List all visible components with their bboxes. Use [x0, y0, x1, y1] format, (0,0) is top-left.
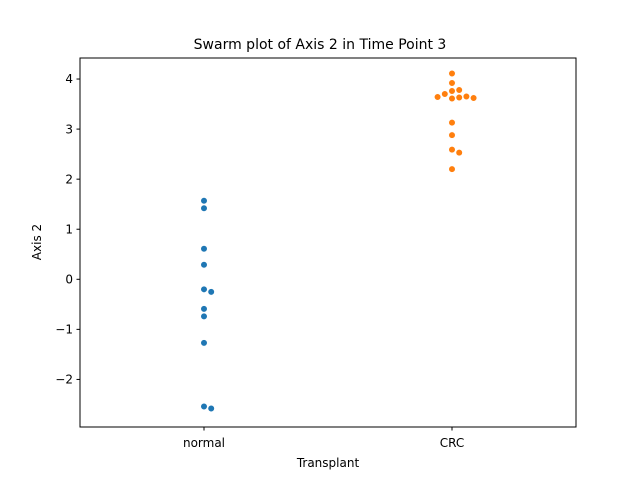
- crc-data-point: [448, 94, 456, 103]
- normal-data-point: [200, 245, 208, 253]
- y-tick-label: 0: [65, 272, 73, 286]
- x-tick-label: CRC: [440, 436, 465, 450]
- normal-data-point: [200, 261, 208, 269]
- crc-data-point: [455, 86, 463, 94]
- y-tick-label: 2: [65, 172, 73, 186]
- crc-data-point: [455, 93, 463, 102]
- normal-data-point: [200, 204, 208, 212]
- crc-data-point: [448, 165, 456, 173]
- crc-data-point: [455, 149, 463, 157]
- normal-data-point: [200, 285, 208, 293]
- normal-data-point: [200, 197, 208, 205]
- normal-data-point: [200, 312, 208, 320]
- plot-frame: [79, 57, 577, 428]
- crc-data-point: [448, 79, 456, 87]
- normal-data-point: [200, 402, 208, 411]
- y-tick-label: −2: [55, 373, 73, 387]
- crc-data-point: [448, 146, 456, 154]
- y-tick-label: 4: [65, 72, 73, 86]
- normal-data-point: [207, 404, 215, 413]
- y-tick-label: 3: [65, 122, 73, 136]
- chart-title: Swarm plot of Axis 2 in Time Point 3: [194, 37, 447, 53]
- crc-data-point: [441, 90, 449, 98]
- crc-data-point: [448, 87, 456, 95]
- crc-data-point: [448, 131, 456, 139]
- y-tick-label: 1: [65, 222, 73, 236]
- plot-layer: −2 −1 0 1 2 3 4 normal CRC: [55, 69, 478, 450]
- y-tick-label: −1: [55, 323, 73, 337]
- x-tick-label: normal: [183, 436, 225, 450]
- crc-data-point: [470, 94, 478, 102]
- normal-data-point: [207, 288, 215, 296]
- x-axis-label: Transplant: [296, 456, 360, 470]
- y-axis-label: Axis 2: [30, 224, 44, 260]
- normal-data-point: [200, 305, 208, 313]
- crc-data-point: [448, 118, 456, 127]
- crc-data-point: [448, 69, 456, 78]
- crc-data-point: [462, 92, 471, 101]
- crc-data-point: [434, 93, 442, 101]
- normal-data-point: [200, 339, 208, 347]
